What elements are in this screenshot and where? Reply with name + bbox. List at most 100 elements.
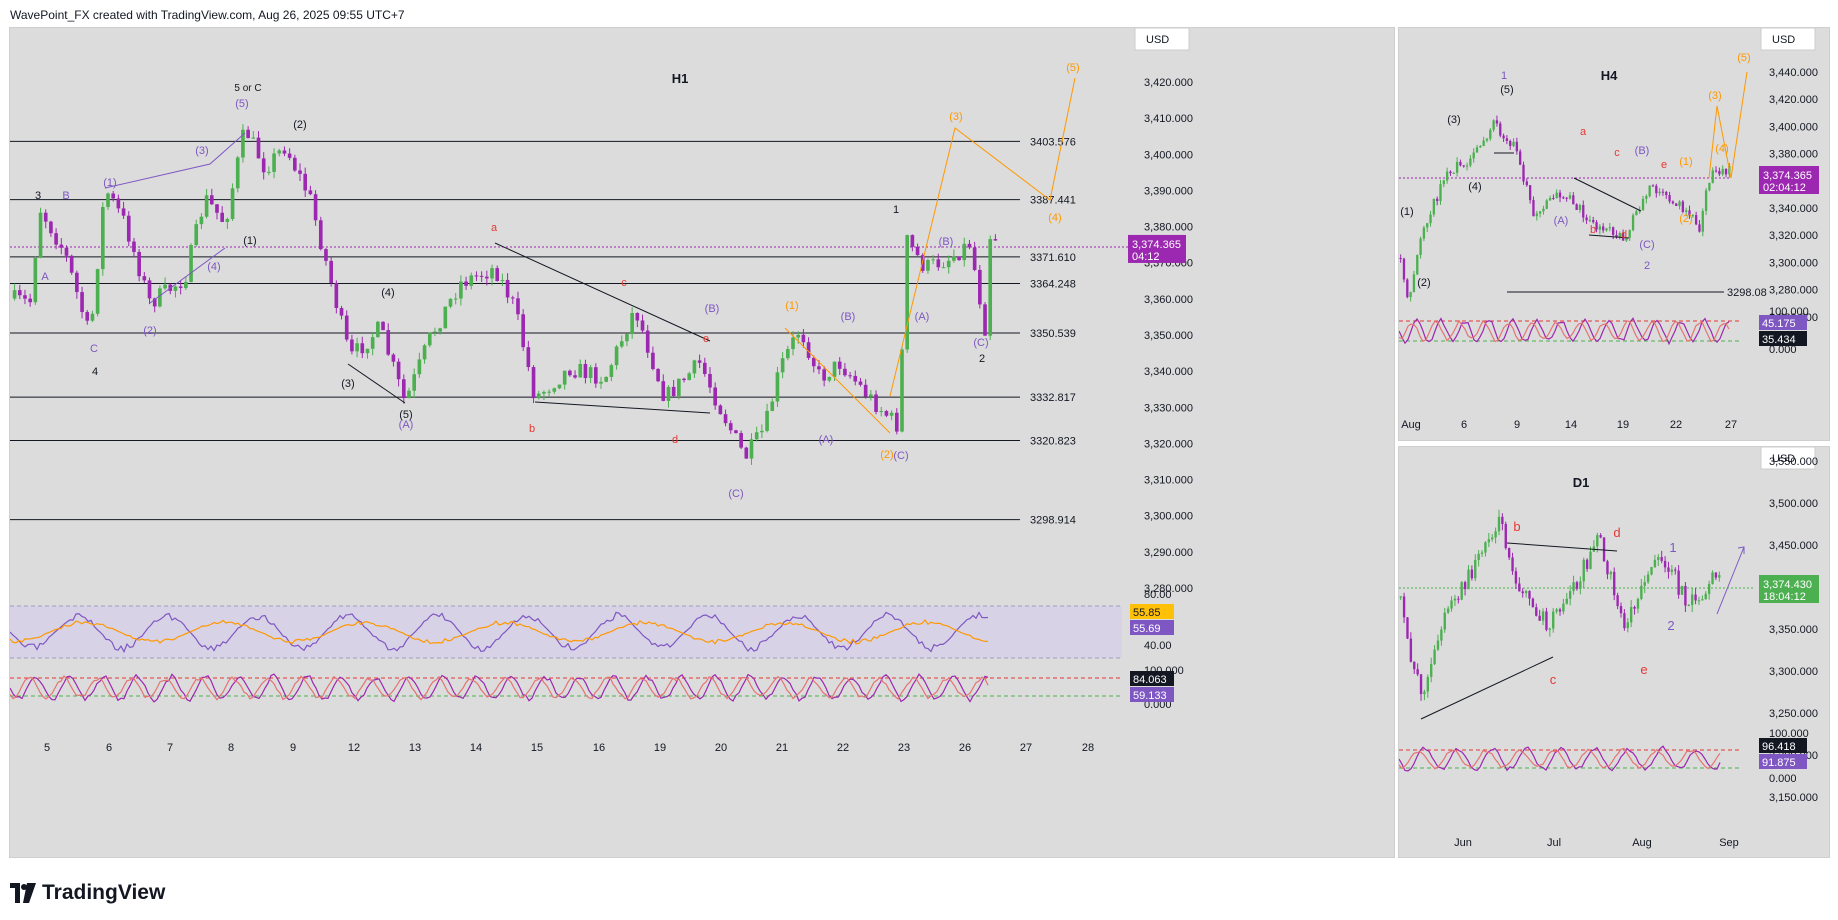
h1-triangle-lower — [534, 401, 711, 414]
candle-body — [900, 349, 904, 432]
candle-body — [1409, 291, 1412, 298]
candle-body — [360, 343, 365, 354]
candle-body — [28, 298, 32, 303]
candle-body — [495, 268, 500, 281]
h4-stoch-badge-purple-bg — [1759, 315, 1807, 330]
candle-body — [1446, 608, 1450, 613]
candle-body — [656, 369, 660, 382]
d1-price-badge-price: 3,374.430 — [1763, 579, 1812, 591]
candle-body — [189, 245, 193, 282]
chart-attribution: WavePoint_FX created with TradingView.co… — [10, 8, 405, 22]
candle-body — [1528, 185, 1532, 201]
candle-body — [474, 275, 479, 277]
candle-body — [1599, 535, 1602, 538]
candle-body — [760, 430, 764, 433]
candle-body — [1460, 582, 1463, 600]
candle-body — [261, 158, 266, 173]
candle-body — [1646, 574, 1650, 583]
candle-body — [936, 259, 941, 268]
h1-level-label: 3403.576 — [1030, 136, 1076, 148]
candle-body — [905, 235, 910, 350]
candle-body — [1511, 557, 1514, 572]
candle-body — [1681, 201, 1685, 212]
candle-body — [1484, 542, 1487, 553]
d1-stoch-badge-purple-bg — [1759, 754, 1807, 769]
h1-stoch-k-line — [9, 673, 989, 703]
candle-body — [1433, 649, 1436, 665]
d1-chart-panel[interactable]: USDD13,550.0003,500.0003,450.0003,400.00… — [1398, 446, 1830, 858]
h1-time-label: 22 — [837, 742, 849, 754]
candle-body — [1548, 198, 1552, 201]
candle-body — [1477, 553, 1480, 560]
h4-time-label: Aug — [1401, 419, 1421, 431]
candle-body — [1694, 594, 1697, 601]
candle-body — [1582, 559, 1585, 582]
candle-body — [1628, 230, 1631, 238]
h1-chart-panel[interactable]: USD H1 3,420.000 3,410.000 3,400.000 3,390.00… — [9, 27, 1395, 858]
candle-body — [230, 188, 235, 219]
candle-body — [1482, 140, 1485, 146]
candle-body — [604, 376, 609, 382]
candle-body — [209, 195, 214, 205]
candle-body — [547, 391, 551, 393]
h1-time-label: 5 — [44, 742, 50, 754]
h4-price-tick: 3,420.000 — [1769, 94, 1818, 106]
wave-label: B — [62, 190, 69, 202]
wave-label: (2) — [143, 325, 156, 337]
candle-body — [54, 233, 58, 245]
candle-body — [1701, 210, 1704, 232]
candle-body — [241, 129, 245, 158]
candle-body — [246, 129, 250, 139]
candle-body — [946, 260, 951, 268]
candle-body — [1475, 147, 1479, 153]
h4-chart-svg[interactable]: USD H4 3,440.000 3,420.000 3,400.000 3,380.00… — [1398, 27, 1829, 440]
candle-body — [1585, 559, 1589, 569]
wave-label: (1) — [243, 235, 256, 247]
candle-body — [728, 423, 733, 431]
candle-body — [1545, 611, 1548, 630]
candle-body — [1426, 676, 1429, 692]
candle-body — [822, 369, 826, 381]
candle-body — [593, 367, 598, 384]
candle-body — [1684, 585, 1687, 606]
candle-body — [931, 259, 935, 261]
candle-body — [1519, 151, 1522, 165]
candle-body — [433, 331, 437, 333]
tradingview-logo[interactable]: TradingView — [10, 880, 165, 906]
candle-body — [142, 276, 147, 281]
h1-chart-svg[interactable]: USD H1 3,420.000 3,410.000 3,400.000 3,390.00… — [9, 27, 1394, 857]
h1-time-label: 14 — [470, 742, 482, 754]
h4-chart-panel[interactable]: USD H4 3,440.000 3,420.000 3,400.000 3,380.00… — [1398, 27, 1830, 441]
candle-body — [1467, 569, 1470, 590]
candle-body — [1592, 220, 1595, 223]
candle-body — [531, 367, 536, 399]
candle-body — [702, 362, 707, 374]
candle-body — [1542, 208, 1545, 212]
candle-body — [1535, 607, 1538, 616]
candle-body — [1658, 191, 1661, 194]
h1-price-tick: 3,290.000 — [1144, 547, 1193, 559]
wave-label: (B) — [841, 311, 856, 323]
h1-rsi-tick: 80.00 — [1144, 589, 1172, 601]
h4-stoch-badge-black-bg — [1759, 331, 1807, 346]
h1-time-label: 21 — [776, 742, 788, 754]
candle-body — [1572, 195, 1575, 205]
candle-body — [1514, 571, 1518, 584]
h4-currency-label: USD — [1772, 34, 1795, 46]
candle-body — [1459, 161, 1462, 166]
candle-body — [376, 321, 380, 338]
candle-body — [1565, 197, 1568, 199]
candle-body — [1453, 598, 1457, 601]
candle-body — [687, 373, 692, 381]
wave-label: (B) — [705, 303, 720, 315]
candle-body — [49, 221, 53, 234]
candle-body — [666, 386, 671, 401]
candle-body — [739, 433, 743, 448]
h1-currency-box — [1134, 27, 1190, 51]
candle-body — [1419, 238, 1422, 255]
wave-label: (A) — [1554, 215, 1569, 227]
wave-label: (3) — [195, 145, 208, 157]
candle-body — [791, 337, 795, 350]
d1-chart-svg[interactable]: USDD13,550.0003,500.0003,450.0003,400.00… — [1398, 446, 1829, 857]
h4-price-tick: 3,320.000 — [1769, 230, 1818, 242]
